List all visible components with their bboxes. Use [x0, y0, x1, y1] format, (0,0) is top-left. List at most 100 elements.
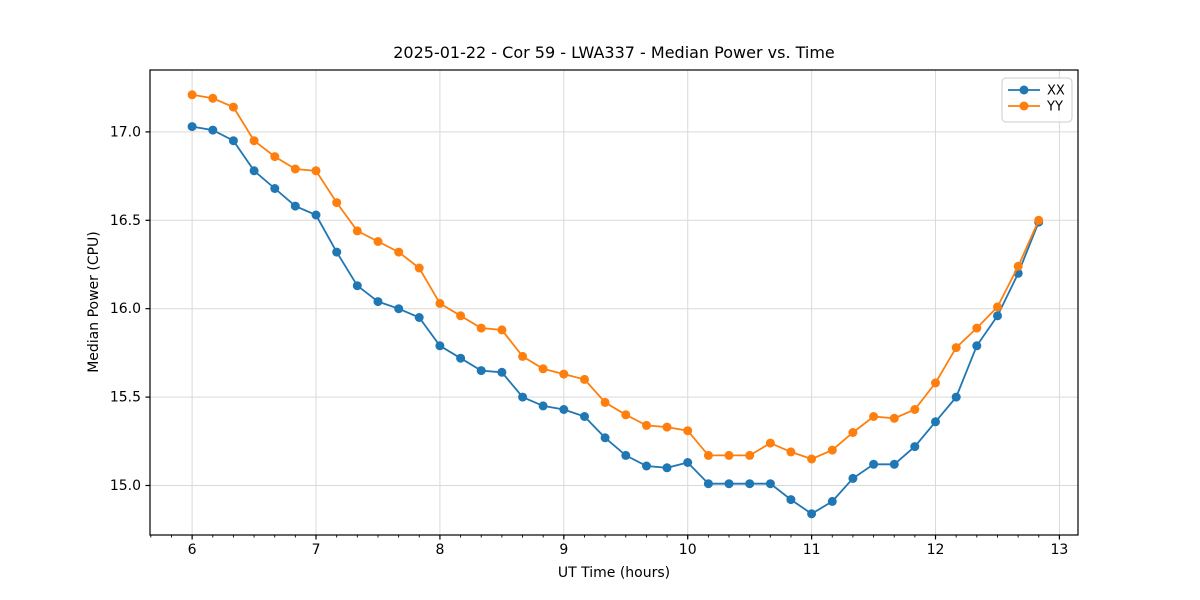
x-tick-label: 8: [435, 542, 444, 558]
series-yy-point: [931, 378, 940, 388]
series-yy-point: [497, 325, 507, 335]
series-xx-point: [683, 458, 693, 467]
axis-layer: 6 7 8 9 10 11 12 13 15.0 15.5 16.0 16.5 17.0: [110, 124, 1069, 558]
series-yy-point: [290, 164, 300, 174]
legend-box: [1001, 77, 1073, 123]
y-axis-label: Median Power (CPU): [86, 231, 102, 373]
y-tick-label: 16.5: [110, 213, 141, 229]
series-xx-point: [228, 136, 238, 146]
series-yy-point: [270, 152, 280, 162]
series-xx-point: [476, 366, 486, 376]
series-xx-point: [518, 392, 528, 402]
series-yy-point: [187, 90, 197, 100]
x-tick-label: 9: [559, 542, 568, 558]
series-yy-point: [993, 302, 1002, 312]
series-xx-point: [208, 125, 218, 135]
series-xx-line: [191, 125, 1040, 515]
series-yy-point: [869, 412, 879, 421]
series-xx-point: [332, 247, 342, 257]
series-yy-point: [228, 102, 238, 112]
series-layer: [187, 90, 1044, 519]
series-yy-point: [724, 450, 734, 460]
series-yy-point: [683, 426, 693, 436]
x-tick-label: 10: [679, 542, 697, 558]
series-yy-point: [311, 166, 321, 176]
series-yy-point: [559, 369, 569, 379]
series-xx-point: [290, 201, 300, 211]
series-xx-point: [745, 479, 755, 489]
series-yy-point: [394, 247, 404, 257]
legend-label: XX: [1047, 84, 1065, 99]
series-yy-point: [414, 263, 424, 273]
series-yy-point: [208, 93, 218, 103]
series-yy-point: [827, 445, 837, 455]
series-xx-point: [642, 461, 651, 471]
series-xx-point: [270, 184, 280, 193]
series-yy-point: [538, 364, 548, 374]
series-xx-point: [703, 479, 713, 489]
series-xx-point: [993, 311, 1002, 321]
series-yy-point: [456, 311, 466, 321]
series-xx-point: [187, 122, 197, 132]
series-xx-point: [972, 341, 982, 351]
legend-marker: [1019, 85, 1029, 95]
series-yy-point: [352, 226, 362, 236]
series-xx-point: [414, 313, 424, 322]
series-xx-point: [497, 367, 507, 377]
series-xx-point: [910, 442, 920, 452]
series-xx-point: [456, 353, 466, 363]
series-xx-point: [538, 401, 548, 411]
series-yy-point: [600, 397, 610, 407]
series-xx-point: [352, 281, 362, 291]
series-yy-point: [373, 237, 383, 246]
plot-border: [149, 69, 1079, 536]
series-xx-point: [311, 210, 321, 220]
series-xx-point: [435, 341, 445, 351]
series-yy-line: [191, 93, 1040, 460]
x-tick-label: 11: [803, 542, 821, 558]
series-yy-point: [765, 438, 775, 448]
grid-layer: [150, 70, 1078, 535]
series-yy-point: [1013, 261, 1023, 271]
y-tick-label: 15.0: [110, 478, 141, 494]
series-xx-point: [765, 479, 775, 489]
series-yy-point: [848, 428, 858, 437]
x-tick-label: 13: [1051, 542, 1069, 558]
series-xx-point: [848, 473, 858, 483]
legend-label: YY: [1046, 100, 1063, 115]
series-yy-point: [249, 136, 259, 146]
series-yy-point: [807, 454, 817, 464]
y-tick-label: 17.0: [110, 124, 141, 140]
series-yy-point: [332, 198, 342, 208]
series-xx-point: [786, 495, 796, 505]
chart-title: 2025-01-22 - Cor 59 - LWA337 - Median Po…: [393, 43, 835, 62]
x-tick-label: 12: [927, 542, 945, 558]
series-yy-point: [951, 343, 961, 353]
series-xx-point: [869, 459, 879, 469]
series-yy-point: [580, 374, 589, 384]
series-xx-point: [931, 417, 940, 427]
series-yy-point: [662, 422, 672, 432]
x-tick-label: 6: [188, 542, 197, 558]
series-xx-point: [662, 463, 672, 473]
series-yy-point: [642, 420, 651, 430]
series-yy-point: [972, 323, 982, 333]
series-yy-point: [1034, 215, 1044, 225]
series-xx-point: [827, 496, 837, 506]
series-xx-point: [951, 392, 961, 402]
series-yy-point: [476, 323, 486, 333]
series-yy-point: [518, 351, 528, 361]
x-tick-label: 7: [312, 542, 321, 558]
legend-marker: [1019, 101, 1029, 111]
y-tick-label: 15.5: [110, 390, 141, 406]
series-yy-point: [703, 450, 713, 460]
series-xx-point: [373, 297, 383, 307]
series-yy-point: [910, 405, 920, 414]
series-xx-point: [724, 479, 734, 489]
series-xx-point: [621, 450, 631, 460]
series-xx-point: [580, 412, 589, 421]
series-xx-point: [807, 509, 817, 519]
